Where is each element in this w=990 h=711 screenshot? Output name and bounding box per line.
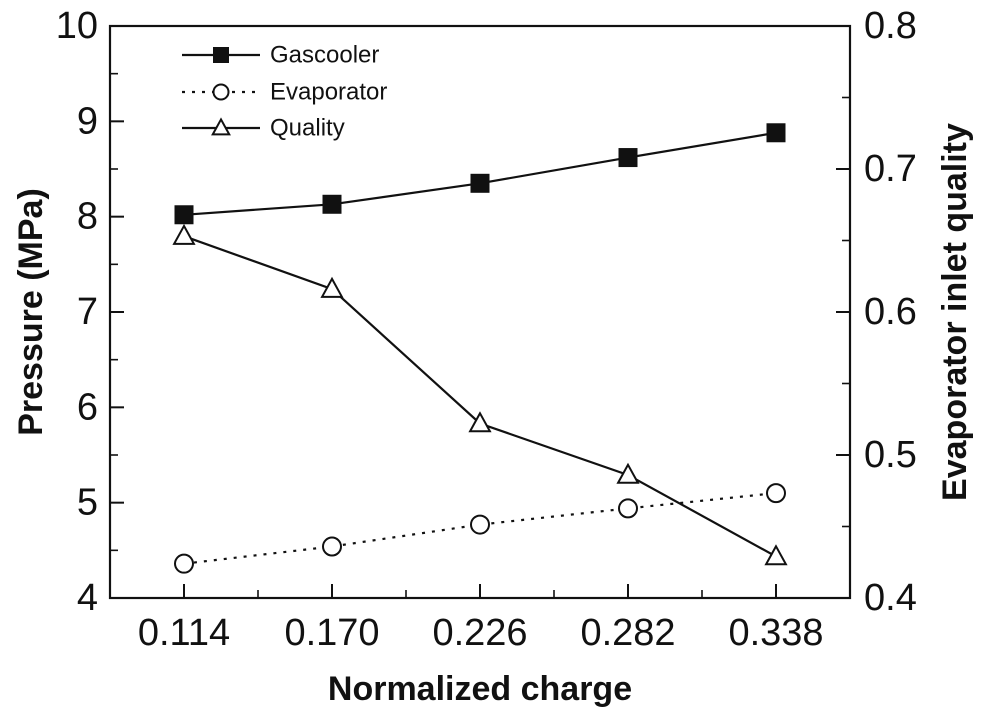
x-tick-label: 0.226 (432, 612, 527, 654)
evaporator-data-point (766, 483, 786, 504)
y2-tick-label: 0.5 (864, 434, 917, 476)
left-y-axis: 4 5 6 7 8 9 10 (56, 5, 124, 619)
quality-data-point (172, 223, 196, 245)
gascooler-data-point (322, 194, 342, 214)
y-tick-label: 4 (77, 577, 98, 619)
y2-tick-label: 0.7 (864, 148, 917, 190)
legend-marker-gascooler (213, 47, 229, 63)
quality-data-point (764, 544, 788, 566)
right-y-axis: 0.4 0.5 0.6 0.7 0.8 (836, 5, 917, 619)
quality-data-point (616, 462, 640, 484)
quality-data-point (320, 276, 344, 298)
legend-marker-evaporator (212, 83, 230, 101)
y2-tick-label: 0.4 (864, 577, 917, 619)
x-tick-label: 0.282 (580, 612, 675, 654)
y-tick-label: 6 (77, 386, 98, 428)
x-tick-label: 0.114 (138, 612, 230, 654)
x-axis-title: Normalized charge (328, 670, 632, 708)
evaporator-data-point (322, 536, 342, 557)
legend-marker-quality (211, 117, 231, 136)
evaporator-data-point (174, 553, 194, 574)
legend-label-evaporator: Evaporator (270, 79, 387, 106)
y-tick-label: 5 (77, 482, 98, 524)
quality-data-point (468, 411, 492, 433)
series-markers (172, 123, 788, 574)
gascooler-data-point (174, 205, 194, 225)
gascooler-data-point (618, 148, 638, 168)
legend: Gascooler Evaporator Quality (182, 42, 387, 142)
y-tick-label: 9 (77, 100, 98, 142)
y-tick-label: 7 (77, 291, 98, 333)
evaporator-data-point (618, 498, 638, 519)
evaporator-data-point (470, 514, 490, 535)
x-tick-label: 0.338 (728, 612, 823, 654)
legend-label-gascooler: Gascooler (270, 42, 379, 69)
x-tick-label: 0.170 (284, 612, 379, 654)
y2-tick-label: 0.6 (864, 291, 917, 333)
right-y-axis-title: Evaporator inlet quality (936, 123, 974, 501)
y2-tick-label: 0.8 (864, 5, 917, 47)
left-y-axis-title: Pressure (MPa) (12, 188, 50, 436)
gascooler-data-point (470, 173, 490, 193)
y-tick-label: 8 (77, 196, 98, 238)
y-tick-label: 10 (56, 5, 98, 47)
legend-label-quality: Quality (270, 115, 345, 142)
x-axis: 0.114 0.170 0.226 0.282 0.338 (138, 584, 824, 654)
gascooler-data-point (766, 123, 786, 143)
